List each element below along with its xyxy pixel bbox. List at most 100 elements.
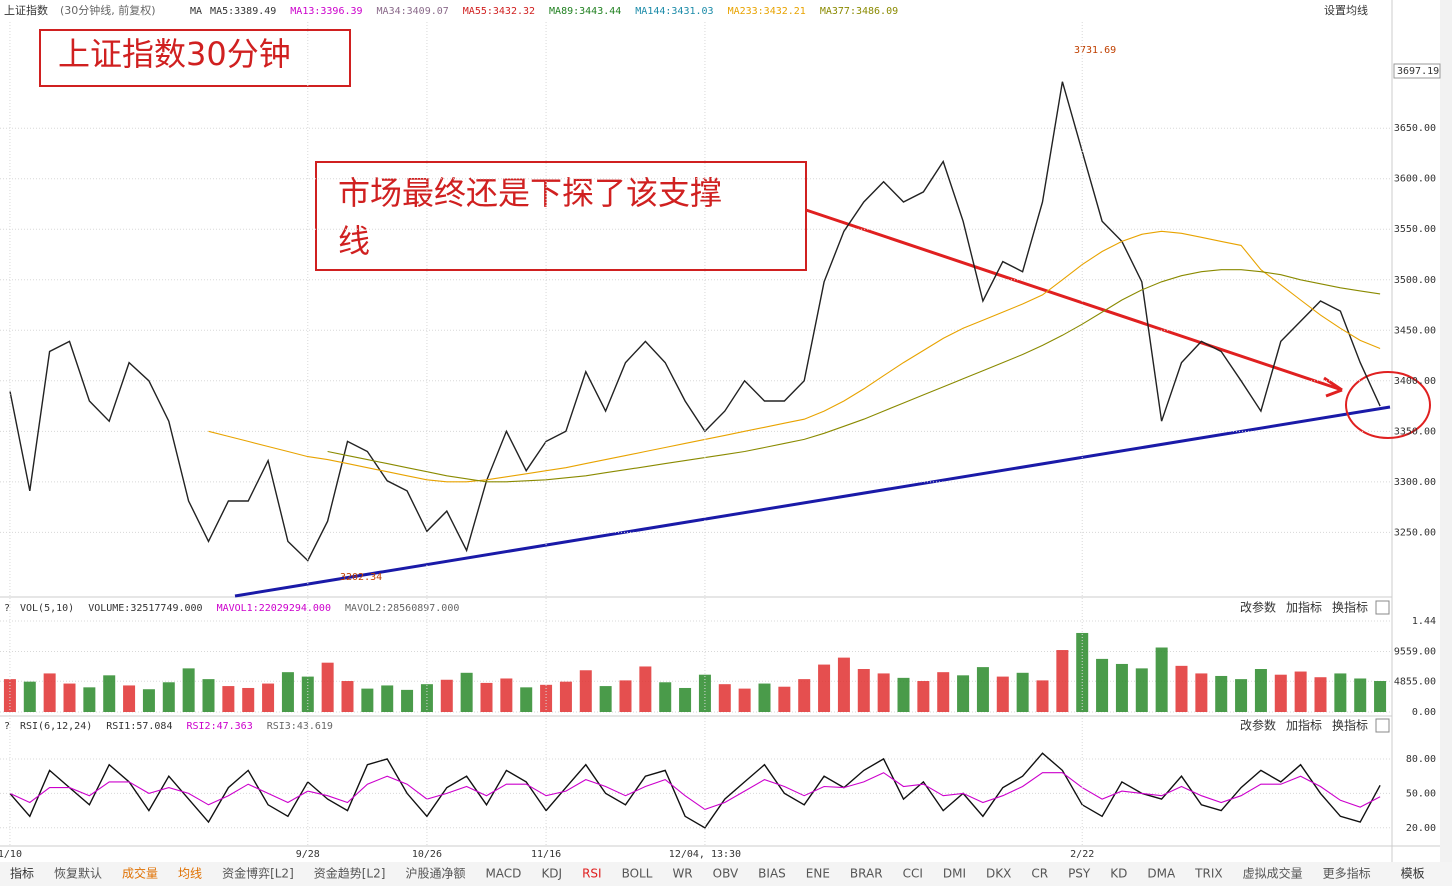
ma-item: MA144:3431.03 — [635, 6, 713, 17]
volume-bar — [1016, 672, 1029, 712]
help-icon: ? — [4, 721, 10, 732]
tab[interactable]: RSI — [582, 867, 602, 881]
volume-bar — [242, 687, 255, 712]
tab[interactable]: 恢复默认 — [54, 866, 102, 881]
y-tick-label: 3350.00 — [1394, 426, 1436, 437]
volume-bar — [1215, 675, 1228, 712]
series-line — [9, 752, 1381, 829]
tab[interactable]: 资金博弈[L2] — [222, 866, 294, 881]
volume-bar — [559, 681, 572, 712]
volume-bar — [43, 673, 56, 712]
indicator-header: MAVOL1:22029294.000 — [217, 603, 331, 614]
support-line — [234, 405, 1391, 598]
volume-bar — [1235, 679, 1248, 712]
ma-item: MA5:3389.49 — [210, 6, 276, 17]
tab[interactable]: BRAR — [850, 867, 883, 881]
volume-bar — [1096, 658, 1109, 712]
volume-bar — [798, 679, 811, 712]
panel-button[interactable]: 改参数 — [1240, 600, 1276, 615]
tab[interactable]: 指标 — [10, 866, 34, 881]
volume-bar — [857, 669, 870, 712]
tab[interactable]: CR — [1031, 867, 1048, 881]
volume-bar — [1314, 677, 1327, 712]
tab[interactable]: DMI — [943, 867, 966, 881]
tab[interactable]: DKX — [986, 867, 1011, 881]
volume-bar — [1135, 668, 1148, 712]
y-tick-label: 3600.00 — [1394, 174, 1436, 185]
volume-bar — [361, 688, 374, 712]
ma-settings[interactable]: 设置均线 — [1324, 3, 1368, 17]
volume-bar — [698, 674, 711, 712]
tab[interactable]: 成交量 — [122, 866, 158, 881]
volume-bar — [738, 688, 751, 712]
scrollbar[interactable] — [1440, 0, 1452, 862]
tab[interactable]: 资金趋势[L2] — [314, 866, 386, 881]
volume-bar — [937, 672, 950, 712]
tab[interactable]: DMA — [1147, 867, 1176, 881]
volume-bar — [1036, 680, 1049, 712]
volume-bar — [460, 672, 473, 712]
volume-bar — [1115, 663, 1128, 712]
tab[interactable]: 更多指标 — [1323, 866, 1371, 881]
tab[interactable]: MACD — [485, 867, 521, 881]
volume-bar — [599, 686, 612, 712]
tab[interactable]: TRIX — [1194, 867, 1222, 881]
tab[interactable]: PSY — [1068, 867, 1091, 881]
x-tick-label: 2/22 — [1070, 849, 1094, 860]
volume-bar — [440, 679, 453, 712]
volume-bar — [877, 673, 890, 712]
panel-button[interactable]: 改参数 — [1240, 718, 1276, 733]
ma-item: MA233:3432.21 — [728, 6, 806, 17]
note-text: 市场最终还是下探了该支撑 — [338, 174, 722, 212]
volume-bar — [540, 684, 553, 712]
tab[interactable]: BOLL — [622, 867, 653, 881]
panel-button[interactable]: 加指标 — [1286, 718, 1322, 733]
tab[interactable]: ENE — [806, 867, 830, 881]
title-box — [39, 29, 351, 87]
tab[interactable]: 虚拟成交量 — [1243, 866, 1303, 881]
panel-button[interactable]: 换指标 — [1332, 600, 1368, 615]
series-line — [208, 230, 1381, 483]
tab[interactable]: 沪股通净额 — [405, 867, 465, 881]
note-box — [315, 161, 807, 271]
volume-bar — [718, 684, 731, 712]
tab[interactable]: WR — [672, 867, 692, 881]
y-tick-label: 3250.00 — [1394, 527, 1436, 538]
arrow-line — [805, 208, 1343, 392]
volume-bar — [917, 681, 930, 712]
ma-label: MA — [190, 6, 202, 17]
volume-bar — [480, 682, 493, 712]
tab[interactable]: BIAS — [758, 867, 786, 881]
low-label: 3202.34 — [340, 572, 382, 583]
tab[interactable]: 均线 — [178, 867, 202, 881]
series-line — [327, 269, 1381, 483]
volume-bar — [262, 683, 275, 712]
volume-bar — [976, 667, 989, 712]
tab[interactable]: CCI — [903, 867, 923, 881]
y-tick-label: 3650.00 — [1394, 123, 1436, 134]
volume-bar — [182, 668, 195, 712]
x-tick-label: 10/26 — [412, 849, 442, 860]
last-price: 3697.19 — [1397, 66, 1439, 77]
close-button[interactable] — [1375, 600, 1390, 615]
volume-bar — [897, 677, 910, 712]
volume-bar — [83, 687, 96, 712]
y-tick-label: 3450.00 — [1394, 325, 1436, 336]
volume-bar — [957, 675, 970, 712]
tab[interactable]: 模板 — [1401, 867, 1425, 881]
y-tick-label: 0.00 — [1412, 707, 1436, 718]
volume-bar — [23, 681, 36, 712]
panel-button[interactable]: 换指标 — [1332, 718, 1368, 733]
volume-bar — [1076, 632, 1089, 712]
tab[interactable]: KD — [1110, 867, 1127, 881]
volume-bar — [837, 657, 850, 712]
x-tick-label: 1/10 — [0, 849, 22, 860]
volume-bar — [1056, 650, 1069, 712]
panel-button[interactable]: 加指标 — [1286, 600, 1322, 615]
close-button[interactable] — [1375, 718, 1390, 733]
tab[interactable]: OBV — [713, 867, 739, 881]
arrow-head — [1323, 376, 1343, 398]
volume-bar — [381, 685, 394, 712]
header-title: 上证指数 — [4, 3, 48, 17]
tab[interactable]: KDJ — [541, 867, 562, 881]
